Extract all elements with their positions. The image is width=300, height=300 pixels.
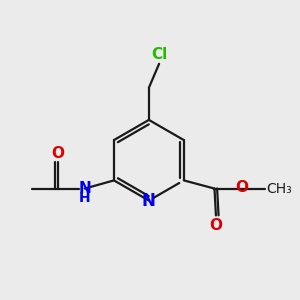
Text: H: H: [79, 191, 91, 205]
Text: N: N: [78, 181, 91, 196]
Text: O: O: [51, 146, 64, 161]
Text: CH₃: CH₃: [266, 182, 292, 196]
Text: O: O: [235, 181, 248, 196]
Text: O: O: [209, 218, 222, 233]
Text: Cl: Cl: [151, 47, 167, 62]
Text: N: N: [142, 192, 156, 210]
